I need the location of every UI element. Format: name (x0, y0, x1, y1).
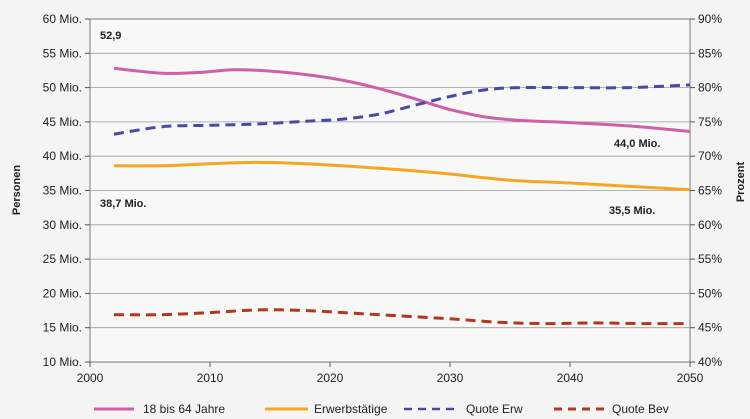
x-tick-label: 2000 (77, 371, 104, 385)
legend-label-18-bis-64: 18 bis 64 Jahre (143, 402, 225, 416)
y-tick-label: 50 Mio. (43, 81, 82, 95)
y-tick-label: 35 Mio. (43, 184, 82, 198)
y-axis-title: Personen (11, 165, 23, 215)
legend-label-quote-erw: Quote Erw (466, 402, 523, 416)
y2-tick-label: 60% (698, 218, 722, 232)
y-tick-label: 30 Mio. (43, 218, 82, 232)
y2-tick-label: 45% (698, 321, 722, 335)
y-tick-label: 60 Mio. (43, 12, 82, 26)
legend-item-erwerbstaetige: Erwerbstätige (265, 402, 388, 416)
y2-tick-label: 80% (698, 81, 722, 95)
legend-label-erwerbstaetige: Erwerbstätige (314, 402, 388, 416)
y-tick-label: 20 Mio. (43, 286, 82, 300)
annotation-start-erwerb: 38,7 Mio. (100, 198, 146, 210)
y2-tick-label: 90% (698, 12, 722, 26)
x-tick-label: 2030 (437, 371, 464, 385)
legend: 18 bis 64 Jahre Erwerbstätige Quote Erw … (94, 402, 669, 416)
series-line-erwerbst-tige (113, 160, 691, 192)
y2-tick-label: 40% (698, 355, 722, 369)
y-tick-label: 55 Mio. (43, 46, 82, 60)
x-tick-label: 2010 (197, 371, 224, 385)
annotation-end-personen: 44,0 Mio. (614, 138, 660, 150)
annotation-end-erwerb: 35,5 Mio. (609, 205, 655, 217)
x-tick-label: 2020 (317, 371, 344, 385)
series-line-18-bis-64-jahre (113, 66, 691, 133)
legend-item-quote-bev: Quote Bev (554, 402, 669, 416)
y-tick-label: 40 Mio. (43, 149, 82, 163)
y2-tick-label: 55% (698, 252, 722, 266)
y-tick-label: 10 Mio. (43, 355, 82, 369)
y2-axis-title: Prozent (735, 161, 747, 202)
y2-tick-label: 65% (698, 184, 722, 198)
y-tick-label: 25 Mio. (43, 252, 82, 266)
y-tick-label: 45 Mio. (43, 115, 82, 129)
annotation-start-personen: 52,9 (100, 30, 121, 42)
series-line-quote-bev (113, 308, 691, 326)
legend-item-quote-erw: Quote Erw (404, 402, 523, 416)
x-tick-label: 2040 (557, 371, 584, 385)
y-tick-label: 15 Mio. (43, 321, 82, 335)
series-line-quote-erw (113, 83, 691, 136)
y2-tick-label: 85% (698, 46, 722, 60)
legend-item-18-bis-64: 18 bis 64 Jahre (94, 402, 225, 416)
legend-label-quote-bev: Quote Bev (612, 402, 669, 416)
x-tick-label: 2050 (677, 371, 704, 385)
y2-tick-label: 75% (698, 115, 722, 129)
y2-tick-label: 50% (698, 286, 722, 300)
y2-tick-label: 70% (698, 149, 722, 163)
